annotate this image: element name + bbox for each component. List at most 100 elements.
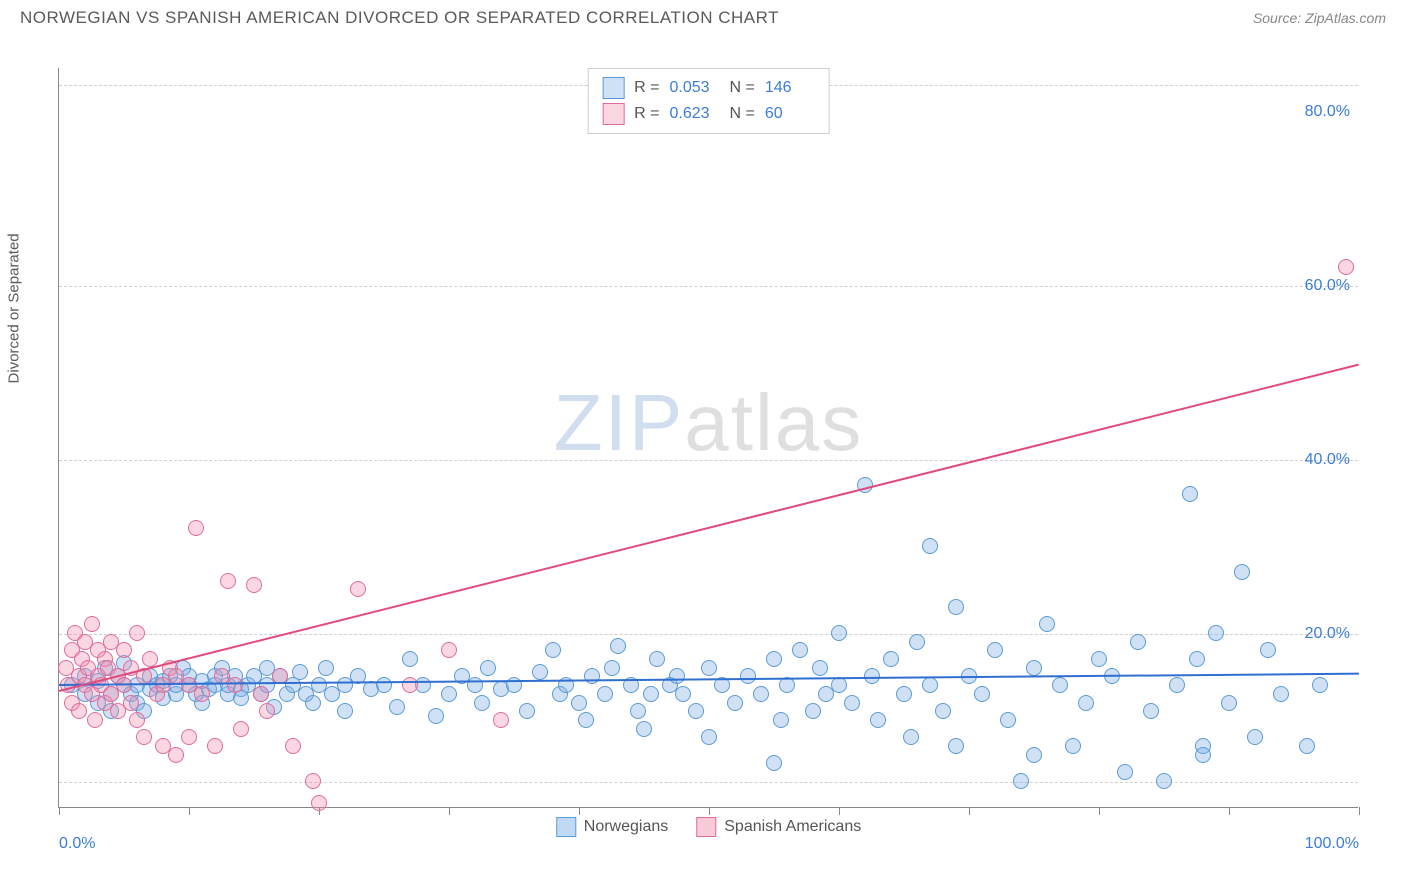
y-tick-label: 40.0% [1305, 451, 1350, 469]
legend-r-value: 0.623 [670, 105, 720, 123]
data-point [584, 668, 600, 684]
data-point [922, 538, 938, 554]
data-point [285, 738, 301, 754]
data-point [1195, 747, 1211, 763]
x-tick [59, 807, 60, 815]
gridline [59, 634, 1358, 635]
y-axis-label: Divorced or Separated [6, 233, 23, 383]
data-point [545, 642, 561, 658]
chart-title: NORWEGIAN VS SPANISH AMERICAN DIVORCED O… [20, 8, 779, 28]
data-point [136, 729, 152, 745]
data-point [766, 755, 782, 771]
trendline [59, 364, 1359, 692]
series-legend-item: Spanish Americans [696, 817, 861, 837]
x-tick [1229, 807, 1230, 815]
data-point [207, 738, 223, 754]
data-point [1039, 616, 1055, 632]
data-point [701, 660, 717, 676]
data-point [903, 729, 919, 745]
data-point [428, 708, 444, 724]
data-point [669, 668, 685, 684]
data-point [181, 729, 197, 745]
legend-swatch [556, 817, 576, 837]
data-point [649, 651, 665, 667]
data-point [493, 712, 509, 728]
data-point [610, 638, 626, 654]
x-tick [579, 807, 580, 815]
data-point [1091, 651, 1107, 667]
data-point [636, 721, 652, 737]
data-point [519, 703, 535, 719]
legend-swatch [602, 77, 624, 99]
data-point [773, 712, 789, 728]
data-point [831, 677, 847, 693]
legend-r-label: R = [634, 105, 659, 123]
data-point [305, 773, 321, 789]
legend-n-value: 60 [765, 105, 815, 123]
data-point [604, 660, 620, 676]
data-point [532, 664, 548, 680]
data-point [474, 695, 490, 711]
data-point [1052, 677, 1068, 693]
legend-n-label: N = [730, 79, 755, 97]
data-point [253, 686, 269, 702]
legend-label: Norwegians [584, 818, 668, 835]
x-tick [1359, 807, 1360, 815]
data-point [71, 703, 87, 719]
series-legend: Norwegians Spanish Americans [556, 817, 861, 837]
data-point [337, 703, 353, 719]
chart-source: Source: ZipAtlas.com [1253, 10, 1386, 26]
data-point [870, 712, 886, 728]
legend-n-value: 146 [765, 79, 815, 97]
data-point [701, 729, 717, 745]
data-point [227, 677, 243, 693]
data-point [643, 686, 659, 702]
chart-header: NORWEGIAN VS SPANISH AMERICAN DIVORCED O… [0, 0, 1406, 32]
data-point [1117, 764, 1133, 780]
data-point [350, 581, 366, 597]
data-point [597, 686, 613, 702]
data-point [974, 686, 990, 702]
data-point [753, 686, 769, 702]
data-point [922, 677, 938, 693]
data-point [305, 695, 321, 711]
x-tick [709, 807, 710, 815]
data-point [727, 695, 743, 711]
data-point [84, 616, 100, 632]
data-point [909, 634, 925, 650]
data-point [1247, 729, 1263, 745]
data-point [1065, 738, 1081, 754]
y-tick-label: 20.0% [1305, 625, 1350, 643]
data-point [571, 695, 587, 711]
x-tick [969, 807, 970, 815]
data-point [441, 686, 457, 702]
data-point [389, 699, 405, 715]
data-point [87, 712, 103, 728]
x-tick-label: 100.0% [1305, 835, 1359, 853]
data-point [1189, 651, 1205, 667]
data-point [740, 668, 756, 684]
y-tick-label: 80.0% [1305, 103, 1350, 121]
data-point [480, 660, 496, 676]
legend-row: R =0.623N =60 [602, 101, 815, 127]
data-point [168, 747, 184, 763]
gridline [59, 460, 1358, 461]
data-point [1273, 686, 1289, 702]
data-point [987, 642, 1003, 658]
data-point [766, 651, 782, 667]
data-point [812, 660, 828, 676]
data-point [376, 677, 392, 693]
data-point [233, 721, 249, 737]
data-point [935, 703, 951, 719]
data-point [1221, 695, 1237, 711]
data-point [123, 695, 139, 711]
data-point [1312, 677, 1328, 693]
data-point [1169, 677, 1185, 693]
legend-r-value: 0.053 [670, 79, 720, 97]
data-point [188, 520, 204, 536]
data-point [402, 651, 418, 667]
data-point [831, 625, 847, 641]
data-point [1026, 747, 1042, 763]
data-point [129, 712, 145, 728]
data-point [1182, 486, 1198, 502]
